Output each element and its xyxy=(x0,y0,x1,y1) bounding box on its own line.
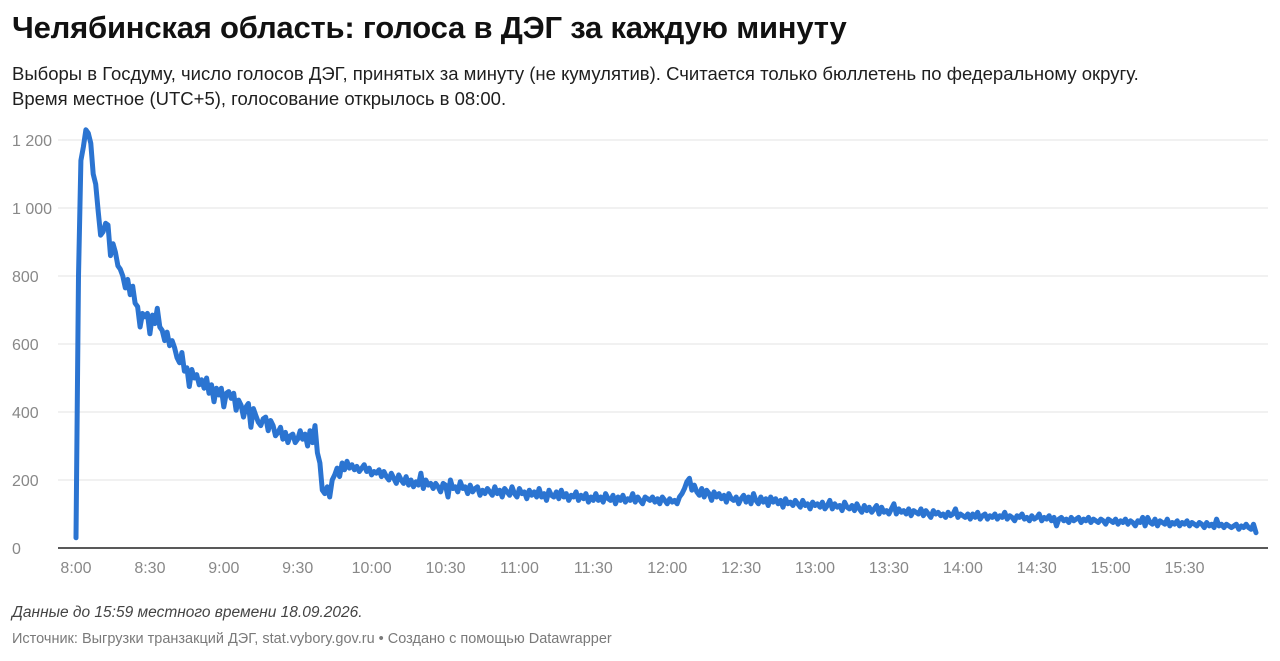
x-tick-label: 15:30 xyxy=(1165,560,1205,577)
x-tick-label: 13:00 xyxy=(795,560,835,577)
x-tick-label: 10:00 xyxy=(352,560,392,577)
x-axis-ticks: 8:00 8:30 9:00 9:30 10:00 10:30 11:00 11:30 12:0… xyxy=(60,560,1204,577)
x-tick-label: 14:00 xyxy=(943,560,983,577)
subtitle-line-1: Выборы в Госдуму, число голосов ДЭГ, при… xyxy=(12,63,1139,84)
x-tick-label: 10:30 xyxy=(425,560,465,577)
source-credit: Источник: Выгрузки транзакций ДЭГ, stat.… xyxy=(12,631,612,647)
grid-lines xyxy=(58,139,1268,481)
line-chart: 0 200 400 600 800 1 000 1 200 8:00 8:30 9:00 9:30… xyxy=(12,127,1268,577)
y-tick-label: 600 xyxy=(12,337,39,354)
x-tick-label: 11:30 xyxy=(574,560,613,577)
x-tick-label: 15:00 xyxy=(1091,560,1131,577)
x-tick-label: 13:30 xyxy=(869,560,909,577)
series-line-votes-per-minute xyxy=(73,127,1259,541)
y-axis-ticks: 0 200 400 600 800 1 000 1 200 xyxy=(12,133,52,558)
y-tick-label: 1 000 xyxy=(12,201,52,218)
x-tick-label: 12:30 xyxy=(721,560,761,577)
x-tick-label: 12:00 xyxy=(647,560,687,577)
y-tick-label: 200 xyxy=(12,473,39,490)
y-tick-label: 400 xyxy=(12,405,39,422)
chart-subtitle: Выборы в Госдуму, число голосов ДЭГ, при… xyxy=(12,61,1262,111)
x-tick-label: 8:00 xyxy=(60,560,91,577)
y-tick-label: 0 xyxy=(12,541,21,558)
x-tick-label: 11:00 xyxy=(500,560,539,577)
x-tick-label: 9:00 xyxy=(208,560,239,577)
x-tick-label: 9:30 xyxy=(282,560,313,577)
y-tick-label: 800 xyxy=(12,269,39,286)
subtitle-line-2: Время местное (UTC+5), голосование откры… xyxy=(12,88,507,109)
data-note: Данные до 15:59 местного времени 18.09.2… xyxy=(12,604,363,621)
x-tick-label: 8:30 xyxy=(134,560,165,577)
chart-title: Челябинская область: голоса в ДЭГ за каж… xyxy=(12,10,847,45)
x-tick-label: 14:30 xyxy=(1017,560,1057,577)
y-tick-label: 1 200 xyxy=(12,133,52,150)
